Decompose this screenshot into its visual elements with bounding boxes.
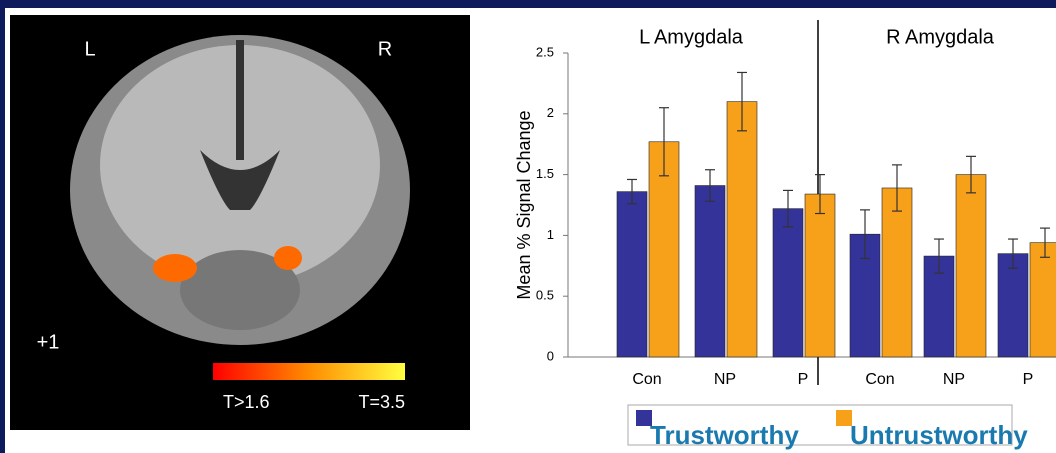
y-tick-label: 1 [547, 227, 554, 242]
bar [727, 102, 757, 357]
brain-image: L R +1 T>1.6 T=3.5 [10, 15, 470, 430]
y-tick-label: 2.5 [536, 44, 554, 59]
fissure [236, 40, 244, 160]
legend-label: Trustworthy [650, 420, 799, 450]
x-tick-label: P [798, 371, 809, 388]
chart-title: L Amygdala [639, 26, 744, 48]
bar [1030, 243, 1056, 357]
bar [773, 209, 803, 357]
color-scale [213, 363, 405, 380]
bar [805, 194, 835, 357]
x-tick-label: Con [865, 371, 894, 388]
bar [882, 188, 912, 357]
slide: L R +1 T>1.6 T=3.5 L Amygdala Mean % Sign… [0, 0, 1056, 453]
bar [956, 175, 986, 357]
y-tick-label: 1.5 [536, 166, 554, 181]
y-axis-label: Mean % Signal Change [514, 110, 534, 299]
activation-left [153, 254, 197, 282]
y-tick-label: 2 [547, 105, 554, 120]
y-tick-label: 0.5 [536, 288, 554, 303]
x-tick-label: Con [632, 371, 661, 388]
activation-right [274, 246, 302, 270]
bar [617, 192, 647, 357]
legend-label: Untrustworthy [850, 420, 1028, 450]
bar [695, 186, 725, 357]
slice-label: +1 [37, 331, 60, 353]
x-tick-label: NP [943, 371, 965, 388]
left-label: L [84, 38, 95, 60]
x-tick-label: NP [714, 371, 736, 388]
scale-min-label: T>1.6 [223, 392, 270, 412]
right-label: R [378, 38, 392, 60]
y-tick-label: 0 [547, 348, 554, 363]
x-tick-label: P [1023, 371, 1034, 388]
scale-max-label: T=3.5 [358, 392, 405, 412]
bar [998, 254, 1028, 357]
chart-title: R Amygdala [886, 26, 995, 48]
